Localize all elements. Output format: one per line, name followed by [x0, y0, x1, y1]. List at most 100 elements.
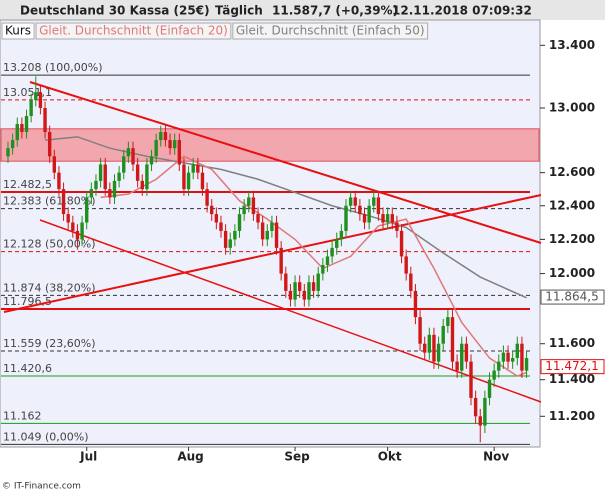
candle-body	[344, 205, 348, 231]
candle-body	[325, 256, 330, 265]
candle-body	[196, 164, 200, 173]
candle-body	[43, 108, 47, 133]
candle-body	[177, 140, 182, 165]
candle-body	[94, 180, 98, 190]
x-tick-label: Nov	[483, 450, 509, 464]
x-tick-label: Jul	[79, 450, 97, 464]
y-tick-label: 11.400	[549, 372, 595, 386]
candle-body	[98, 164, 103, 181]
candle-body	[316, 273, 320, 291]
candle-body	[191, 164, 195, 173]
level-label: 13.208 (100,00%)	[3, 61, 103, 74]
y-tick-label: 11.200	[549, 409, 595, 423]
candle-body	[307, 282, 311, 300]
candle-body	[367, 205, 371, 223]
level-label: 13.051,1	[3, 86, 52, 99]
x-tick-label: Aug	[177, 450, 203, 464]
candle-body	[20, 123, 24, 133]
candle-body	[24, 115, 29, 133]
candle-body	[423, 343, 427, 353]
candle-body	[126, 148, 131, 157]
candle-body	[473, 397, 478, 417]
candle-body	[237, 214, 242, 231]
y-tick-label: 12.200	[549, 232, 595, 246]
candle-body	[469, 361, 473, 398]
candle-body	[311, 282, 316, 291]
level-label: 11.420,6	[3, 362, 52, 375]
candle-body	[247, 197, 251, 206]
timestamp: 12.11.2018 07:09:32	[392, 4, 532, 18]
legend-entry: Kurs	[5, 24, 31, 38]
candle-body	[200, 172, 205, 190]
x-tick-label: Okt	[378, 450, 402, 464]
candle-body	[418, 317, 422, 344]
candle-body	[358, 205, 362, 215]
candle-body	[441, 325, 445, 344]
candle-body	[335, 239, 339, 248]
candle-body	[339, 230, 344, 240]
candle-body	[256, 214, 260, 223]
candle-body	[450, 317, 455, 362]
candle-body	[390, 214, 394, 223]
candle-body	[362, 214, 367, 223]
level-label: 12.128 (50,00%)	[3, 238, 96, 251]
candle-body	[140, 180, 144, 190]
candle-body	[205, 189, 209, 206]
candle-body	[145, 164, 149, 190]
candle-body	[10, 140, 15, 149]
candle-body	[15, 123, 19, 141]
candle-body	[168, 140, 172, 149]
candle-body	[85, 197, 89, 223]
candle-body	[112, 180, 117, 198]
candle-body	[302, 290, 307, 300]
candle-body	[409, 273, 413, 291]
candle-body	[52, 156, 56, 173]
y-tick-label: 12.400	[549, 198, 595, 212]
candle-body	[242, 205, 246, 215]
candle-body	[154, 140, 158, 157]
candle-body	[524, 358, 529, 371]
candle-body	[297, 282, 302, 291]
header-bar	[0, 0, 605, 20]
candle-body	[163, 132, 168, 141]
y-tick-label: 12.000	[549, 266, 595, 280]
level-label: 11.162	[3, 409, 42, 422]
candle-body	[34, 92, 38, 101]
candle-body	[413, 290, 418, 318]
trend-line	[3, 194, 542, 313]
candle-body	[399, 230, 404, 257]
candle-body	[395, 222, 399, 231]
legend-box	[232, 22, 429, 40]
candle-body	[330, 247, 334, 257]
candle-body	[265, 230, 269, 240]
price-label: 11.472,1	[545, 359, 598, 373]
candle-body	[321, 264, 325, 274]
candle-body	[487, 379, 492, 398]
candle-body	[186, 172, 191, 190]
candle-body	[385, 214, 390, 223]
candle-body	[404, 256, 408, 274]
candle-body	[57, 172, 61, 190]
candle-body	[228, 239, 232, 248]
trend-line	[29, 81, 542, 244]
resistance-zone	[0, 128, 540, 162]
candle-body	[38, 92, 43, 109]
candle-body	[66, 214, 70, 223]
candle-body	[219, 222, 223, 231]
price-box	[540, 289, 605, 305]
candle-body	[279, 247, 283, 274]
candle-body	[89, 189, 94, 198]
legend-entry: Gleit. Durchschnitt (Einfach 20)	[39, 24, 228, 38]
level-label: 11.049 (0,00%)	[3, 430, 89, 443]
source: © IT-Finance.com	[2, 482, 81, 492]
candle-body	[520, 343, 524, 371]
candle-body	[478, 416, 482, 426]
candle-body	[108, 189, 112, 198]
candle-body	[6, 148, 10, 157]
interval: Täglich	[215, 4, 263, 18]
candle-body	[427, 334, 432, 353]
candle-body	[47, 132, 52, 157]
candle-body	[506, 352, 510, 362]
